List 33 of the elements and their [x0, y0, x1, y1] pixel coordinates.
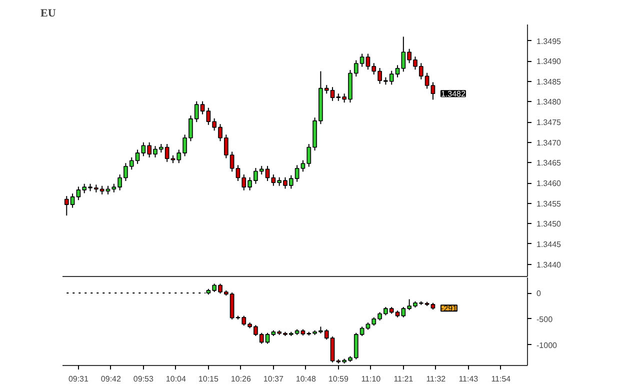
- x-tick-label: 09:42: [100, 374, 122, 384]
- y-tick-label: 0: [536, 289, 542, 298]
- candlestick: [430, 82, 436, 100]
- x-tick-label: 11:21: [394, 374, 414, 384]
- annotation: 1.3482: [440, 90, 466, 99]
- x-tick-label: 10:15: [198, 374, 219, 384]
- y-tick-label: 1.3455: [536, 199, 562, 208]
- x-tick-label: 10:04: [166, 374, 187, 384]
- x-tick-label: 09:31: [68, 374, 90, 384]
- y-tick-label: 1.3465: [536, 158, 562, 168]
- y-tick-label: 1.3475: [536, 118, 562, 128]
- x-tick-label: 10:37: [263, 374, 284, 384]
- y-tick-label: 1.3445: [536, 240, 562, 249]
- x-tick-label: 10:26: [230, 374, 252, 384]
- y-tick-label: 1.3485: [536, 77, 562, 86]
- y-tick-label: 1.3450: [536, 220, 562, 229]
- y-tick-label: 1.3490: [536, 57, 562, 66]
- y-tick-label: 1.3470: [536, 138, 562, 148]
- x-tick-label: 09:53: [133, 374, 154, 384]
- x-tick-label: 10:59: [328, 374, 349, 384]
- x-tick-label: 11:43: [458, 374, 479, 384]
- chart-title: EU: [40, 8, 56, 20]
- x-tick-label: 11:32: [426, 374, 446, 384]
- y-tick-label: -1000: [536, 340, 558, 350]
- y-tick-label: 1.3480: [536, 98, 562, 107]
- y-tick-label: 1.3495: [536, 36, 562, 46]
- x-tick-label: 11:10: [361, 374, 382, 384]
- y-tick-label: 1.3460: [536, 179, 562, 188]
- candlestick: [366, 53, 370, 70]
- x-tick-label: 10:48: [296, 374, 316, 384]
- y-tick-label: 1.3440: [536, 260, 562, 270]
- y-tick-label: -500: [536, 314, 554, 324]
- x-tick-label: 11:54: [491, 374, 512, 384]
